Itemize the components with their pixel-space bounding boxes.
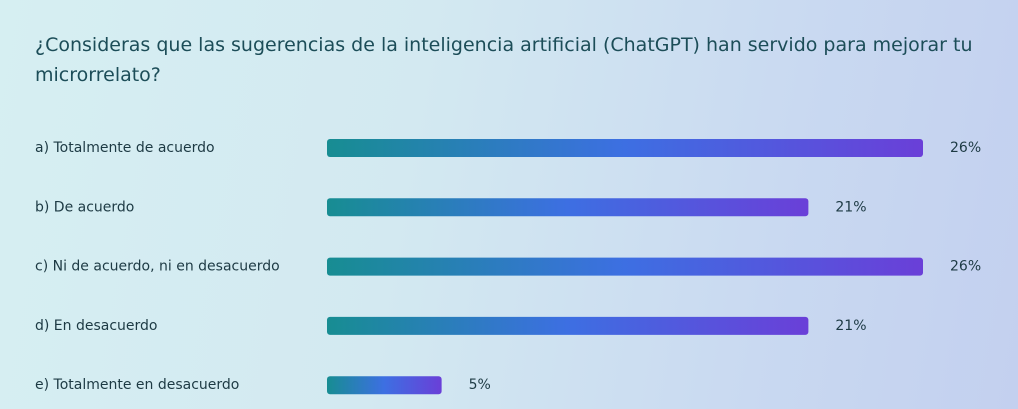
bar [327,316,809,335]
category-label: c) Ni de acuerdo, ni en desacuerdo [35,259,280,275]
bar [327,376,442,395]
category-label: e) Totalmente en desacuerdo [35,377,239,393]
category-label: a) Totalmente de acuerdo [35,140,215,156]
value-label: 21% [835,318,866,334]
value-label: 26% [950,140,981,156]
bar [327,139,923,157]
category-label: b) De acuerdo [35,199,134,215]
category-label: d) En desacuerdo [35,318,158,334]
value-label: 21% [835,199,866,215]
bar [327,198,809,217]
bar [327,257,923,276]
value-label: 26% [950,259,981,275]
chart-title: ¿Consideras que las sugerencias de la in… [35,34,973,86]
value-label: 5% [469,377,491,393]
